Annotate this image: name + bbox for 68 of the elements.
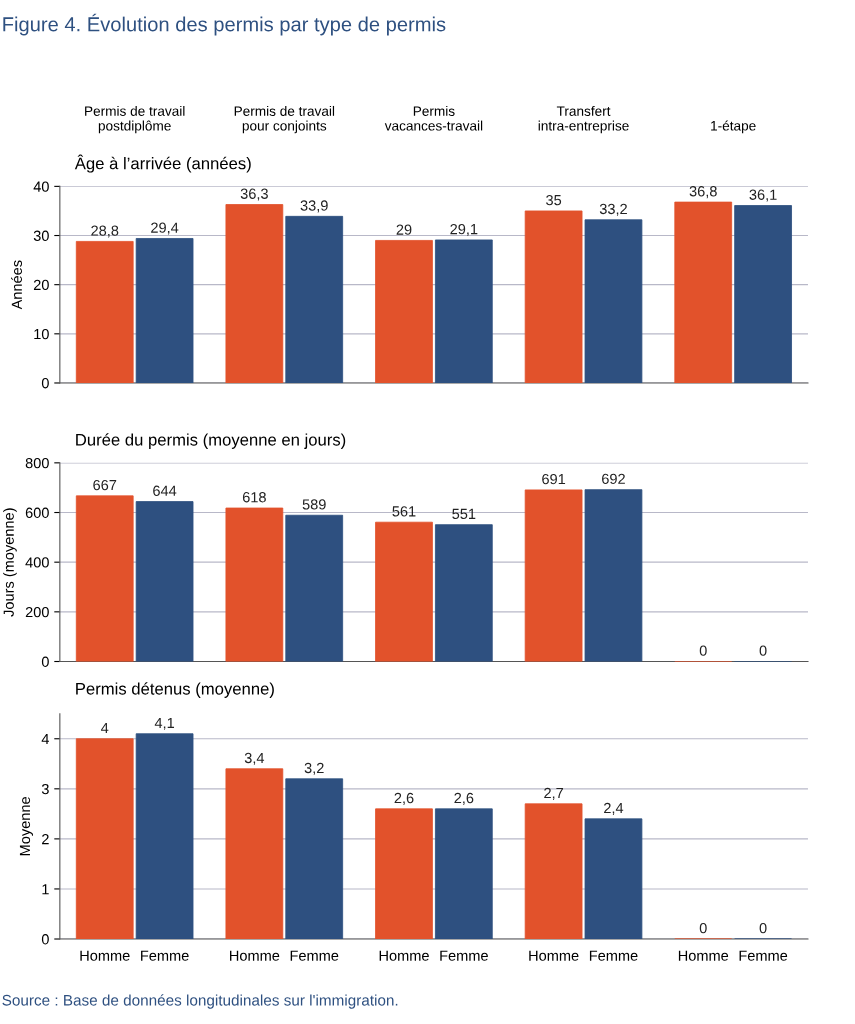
data-label: 0 — [759, 645, 767, 656]
y-tick-label: 2 — [42, 833, 49, 845]
data-label: 4,1 — [154, 717, 175, 730]
y-tick-label: 1 — [42, 884, 49, 895]
data-label: 0 — [699, 923, 707, 934]
data-label: 33,9 — [300, 200, 328, 213]
y-tick-label: 800 — [25, 457, 49, 469]
data-label: 0 — [699, 645, 707, 656]
data-label: 29 — [396, 224, 412, 235]
y-axis-title: Années — [11, 260, 22, 310]
y-tick-label: 20 — [33, 279, 49, 291]
text: Homme — [678, 950, 729, 961]
x-tick-label: Permis vacances-travail — [384, 105, 483, 131]
text: Femme — [440, 950, 488, 961]
text: Femme — [739, 950, 788, 961]
x-tick-label: Permis de travail postdiplôme — [85, 105, 185, 134]
data-label: 36,8 — [689, 186, 717, 199]
text: Femme — [290, 950, 339, 961]
data-label: 0 — [759, 923, 767, 934]
data-label: 28,8 — [91, 225, 119, 238]
chart-title: Figure 4. Évolution des permis par type de permis — [3, 13, 446, 36]
data-label: 3,4 — [244, 752, 265, 765]
data-label: 29,1 — [450, 223, 478, 237]
data-label: 4 — [101, 722, 109, 733]
y-axis-title: Jours (moyenne) — [3, 508, 17, 617]
x-tick-label: 1-étape — [711, 120, 756, 134]
data-label: 551 — [452, 508, 476, 520]
text: Femme — [589, 950, 638, 961]
data-label: 33,2 — [599, 203, 627, 216]
series-label: Homme — [80, 950, 130, 961]
x-tick-label: Transfert intra-entreprise — [538, 105, 629, 134]
data-label: 2,7 — [544, 787, 564, 800]
y-axis-title: Moyenne — [19, 797, 33, 856]
data-label: 667 — [93, 479, 117, 491]
y-tick-label: 0 — [41, 378, 49, 389]
data-label: 2,6 — [394, 792, 414, 805]
y-tick-label: 0 — [41, 656, 49, 667]
text: Homme — [379, 950, 429, 961]
data-label: 29,4 — [151, 222, 179, 235]
text: Homme — [230, 950, 280, 961]
y-tick-label: 0 — [41, 934, 49, 945]
chart-subtitle: Durée du permis (moyenne en jours) — [76, 433, 346, 449]
text: Homme — [529, 950, 579, 961]
y-tick-label: 3 — [41, 783, 49, 795]
data-label: 2,4 — [604, 802, 624, 815]
y-tick-label: 400 — [25, 557, 49, 568]
source-note: Source : Base de données longitudinales sur l'immigration. — [2, 994, 398, 1009]
data-label: 692 — [602, 473, 625, 485]
data-label: 35 — [546, 194, 562, 206]
y-tick-label: 600 — [25, 507, 49, 518]
y-tick-label: 10 — [34, 328, 49, 340]
y-tick-label: 4 — [41, 734, 50, 745]
y-tick-label: 30 — [33, 230, 49, 241]
data-label: 561 — [392, 506, 416, 517]
y-tick-label: 40 — [33, 181, 49, 192]
chart-subtitle: Âge à l’arrivée (années) — [74, 154, 251, 173]
data-label: 644 — [153, 485, 177, 496]
x-tick-label: Permis de travail pour conjoints — [234, 105, 335, 134]
data-label: 589 — [302, 499, 326, 510]
y-tick-label: 200 — [25, 606, 49, 618]
data-label: 691 — [542, 473, 566, 485]
data-label: 3,2 — [304, 762, 324, 775]
chart-subtitle: Permis détenus (moyenne) — [76, 682, 274, 698]
data-label: 36,3 — [240, 188, 268, 201]
series-label: Femme — [141, 950, 189, 961]
data-label: 2,6 — [454, 792, 474, 805]
data-label: 36,1 — [749, 189, 777, 202]
data-label: 618 — [242, 492, 266, 503]
